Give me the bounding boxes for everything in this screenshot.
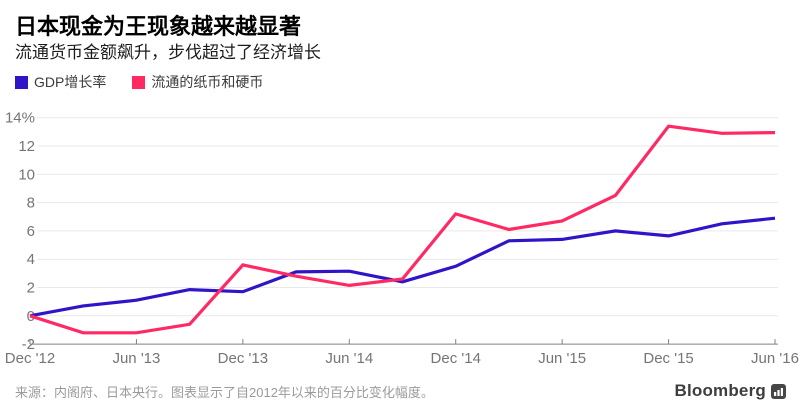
y-tick-label: 14% — [5, 110, 35, 127]
x-tick-label: Dec '15 — [643, 350, 693, 367]
page-title: 日本现金为王现象越来越显著 — [15, 14, 302, 39]
x-tick-label: Jun '15 — [538, 350, 586, 367]
x-tick-label: Dec '14 — [431, 350, 481, 367]
gdp-series-swatch — [15, 75, 28, 89]
x-tick-label: Jun '14 — [325, 350, 373, 367]
chart-legend: GDP增长率 流通的纸币和硬币 — [15, 72, 289, 92]
x-tick-label: Jun '13 — [112, 350, 160, 367]
y-tick-label: 10 — [18, 166, 35, 183]
bloomberg-logo: Bloomberg — [674, 381, 786, 401]
x-tick-label: Dec '12 — [5, 350, 55, 367]
bar-chart-icon — [771, 383, 786, 399]
page-subtitle: 流通货币金额飙升，步伐超过了经济增长 — [15, 43, 321, 62]
source-note: 来源：内阁府、日本央行。图表显示了自2012年以来的百分比变化幅度。 — [15, 384, 434, 400]
legend-label-currency: 流通的纸币和硬币 — [151, 74, 264, 90]
gdp-growth-line — [29, 216, 776, 318]
x-tick-label: Jun '16 — [751, 350, 799, 367]
y-tick-label: 8 — [27, 195, 35, 212]
y-tick-label: 4 — [27, 251, 35, 268]
y-tick-label: 2 — [27, 280, 35, 297]
y-tick-label: 12 — [18, 138, 35, 155]
bloomberg-wordmark: Bloomberg — [674, 381, 766, 400]
legend-item-currency: 流通的纸币和硬币 — [132, 72, 263, 92]
y-tick-label: -2 — [22, 336, 35, 353]
legend-item-gdp: GDP增长率 — [15, 72, 106, 92]
legend-label-gdp: GDP增长率 — [34, 74, 107, 90]
currency-circulation-line — [29, 124, 776, 335]
x-tick-label: Dec '13 — [218, 350, 268, 367]
chart-footer: 来源：内阁府、日本央行。图表显示了自2012年以来的百分比变化幅度。 Bloom… — [0, 376, 800, 406]
currency-series-swatch — [132, 75, 146, 89]
y-tick-label: 6 — [27, 223, 35, 240]
